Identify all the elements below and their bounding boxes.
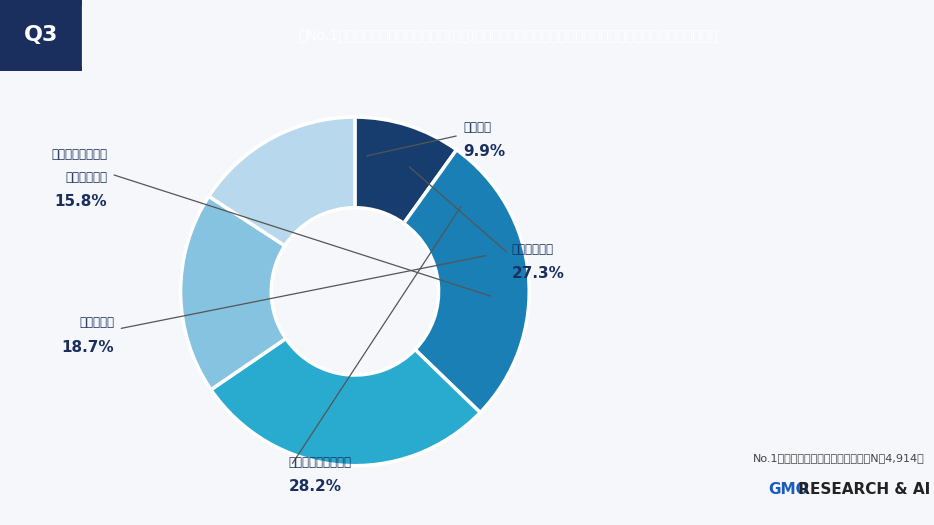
- Text: 時々確認する: 時々確認する: [512, 243, 554, 256]
- Wedge shape: [180, 196, 286, 390]
- Text: 知らなかった: 知らなかった: [65, 171, 107, 184]
- Text: 18.7%: 18.7%: [62, 340, 114, 355]
- Text: GMO: GMO: [769, 482, 809, 497]
- Wedge shape: [211, 339, 480, 466]
- FancyBboxPatch shape: [0, 0, 82, 71]
- Text: 確認する: 確認する: [463, 121, 491, 134]
- Wedge shape: [355, 117, 457, 224]
- Text: Q3: Q3: [24, 25, 58, 46]
- Text: 確認しない: 確認しない: [79, 316, 114, 329]
- Text: No.1表記・広告に関する実態調査（N＝4,914）: No.1表記・広告に関する実態調査（N＝4,914）: [753, 453, 925, 463]
- Text: 「No.1」表記が、どのようなデータ(根拠)でそのように言っているのか内容を確認することはありますか？: 「No.1」表記が、どのようなデータ(根拠)でそのように言っているのか内容を確認…: [298, 28, 718, 43]
- Text: ほとんど確認しない: ほとんど確認しない: [289, 456, 352, 469]
- Text: 確認できることを: 確認できることを: [51, 148, 107, 161]
- Text: 27.3%: 27.3%: [512, 267, 565, 281]
- Wedge shape: [403, 150, 530, 413]
- Wedge shape: [209, 117, 355, 246]
- Text: 28.2%: 28.2%: [289, 479, 342, 494]
- Text: RESEARCH & AI: RESEARCH & AI: [793, 482, 930, 497]
- Text: 9.9%: 9.9%: [463, 144, 505, 160]
- Text: 15.8%: 15.8%: [55, 194, 107, 209]
